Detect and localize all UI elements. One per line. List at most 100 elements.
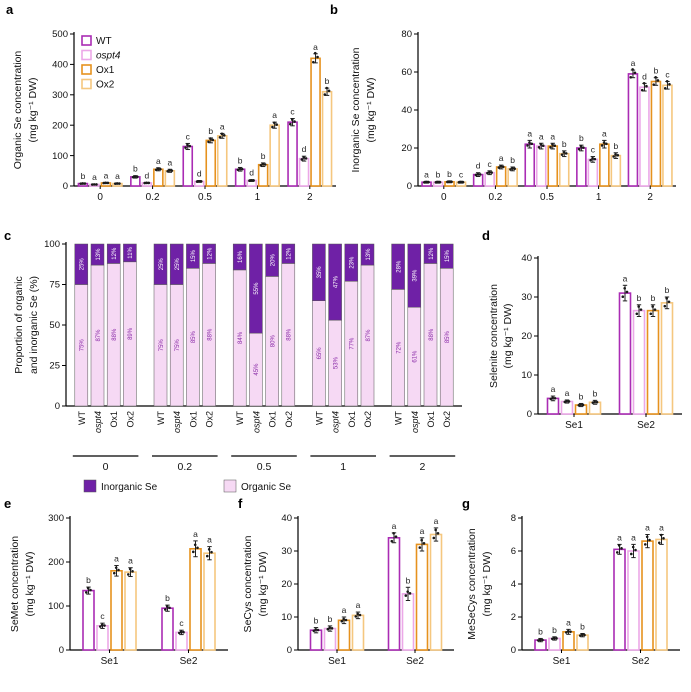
data-point [553,396,557,400]
data-point [314,628,317,631]
y-tick-label: 0 [59,645,64,656]
bar-Ox1-0.2 [153,168,164,187]
data-point [562,151,566,154]
data-point [528,141,531,144]
sig-letter: a [342,605,347,615]
bar-x-label: WT [314,411,324,425]
data-point [665,79,669,83]
pct-label-inorganic: 15% [445,249,451,262]
x-tick-label: 2 [307,192,313,203]
data-point [252,179,255,182]
pct-label-inorganic: 25% [175,258,181,271]
data-point [293,120,296,123]
sig-letter: b [654,66,659,76]
sig-letter: b [208,126,213,136]
pct-label-inorganic: 13% [366,248,372,261]
y-axis-title: (mg kg⁻¹ DW) [257,551,269,616]
x-tick-label: Se1 [553,656,571,667]
data-point [555,637,558,640]
data-point [438,180,442,184]
x-tick-label: Se1 [101,656,119,667]
data-point [102,181,106,185]
y-tick-label: 10 [521,370,532,381]
pct-label-organic: 88% [207,328,213,341]
pct-label-inorganic: 12% [207,247,213,260]
x-tick-label: 1 [596,192,602,203]
data-point [113,571,116,575]
bar-x-label: Ox2 [125,411,135,428]
bar-Ox1-Se1 [337,619,351,651]
sig-letter: a [128,556,133,566]
data-point [83,182,87,185]
sig-letter: a [207,535,212,545]
data-point [566,629,570,633]
data-point [117,568,120,572]
data-point [589,158,592,162]
bar-ospt4-2 [298,157,310,187]
y-tick-label: 25 [49,361,60,372]
bar-WT-Se2 [161,607,174,651]
pct-label-organic: 88% [112,328,118,341]
bar-WT-Se1 [82,589,95,651]
data-point [478,173,482,176]
y-tick-label: 2 [511,612,516,623]
panel-c-letter: c [4,228,12,243]
sig-letter: a [313,42,318,52]
y-axis-title: (mg kg⁻¹ DW) [24,551,36,616]
data-point [600,144,604,147]
panel-e: 0 100 200 300 SeMet concentration (mg kg⁻¹ DW… [6,500,234,692]
sig-letter: b [538,626,543,636]
sig-letter: d [249,168,254,178]
data-point [168,606,171,610]
data-point [422,542,426,545]
y-tick-label: 4 [511,579,516,590]
x-tick-label: 0 [97,192,103,203]
data-point [312,60,315,64]
legend-label: ospt4 [96,51,121,62]
sig-letter: a [659,523,664,533]
data-point [304,157,308,160]
data-point [645,535,649,539]
stack-inorganic-1-WT [312,243,326,301]
bar-ospt4-Se2 [632,309,646,415]
y-tick-label: 100 [44,239,60,250]
data-point [113,182,117,185]
legend-swatch [81,64,92,75]
data-point [617,544,621,547]
data-point [651,305,654,308]
pct-label-inorganic: 16% [238,250,244,263]
pct-label-inorganic: 47% [333,275,339,288]
data-point [537,145,541,149]
sig-letter: b [436,169,441,179]
bar-ospt4-1 [587,158,599,187]
stack-inorganic-2-Ox2 [439,243,454,269]
sig-letter: b [651,293,656,303]
data-point [653,308,657,311]
data-point [553,144,557,148]
stack-inorganic-1-ospt4 [328,243,342,321]
y-tick-label: 30 [521,292,532,303]
sig-letter: b [328,614,333,624]
panel-c: 0 25 50 75 100 Proportion of organic and inorg… [8,234,472,505]
bar-x-label: ospt4 [251,411,261,433]
data-point [192,550,195,554]
sig-letter: c [100,611,105,621]
bar-ospt4-2 [639,86,650,187]
sig-letter: a [551,384,556,394]
bar-x-label: Ox2 [442,411,452,428]
data-point [275,123,278,126]
y-tick-label: 80 [401,29,412,40]
data-point [261,162,265,166]
stack-inorganic-0.5-Ox2 [281,243,296,264]
bar-x-label: Ox1 [347,411,357,428]
panel-e-chart: 0 100 200 300 SeMet concentration (mg kg⁻¹ DW… [9,513,228,667]
data-point [328,626,331,629]
bar-Ox1-0.5 [205,139,217,187]
pct-label-organic: 45% [254,363,260,376]
data-point [79,182,83,185]
data-point [565,631,568,634]
sig-letter: a [420,526,425,536]
sig-letter: a [392,521,397,531]
data-point [551,143,554,146]
data-point [209,137,212,140]
